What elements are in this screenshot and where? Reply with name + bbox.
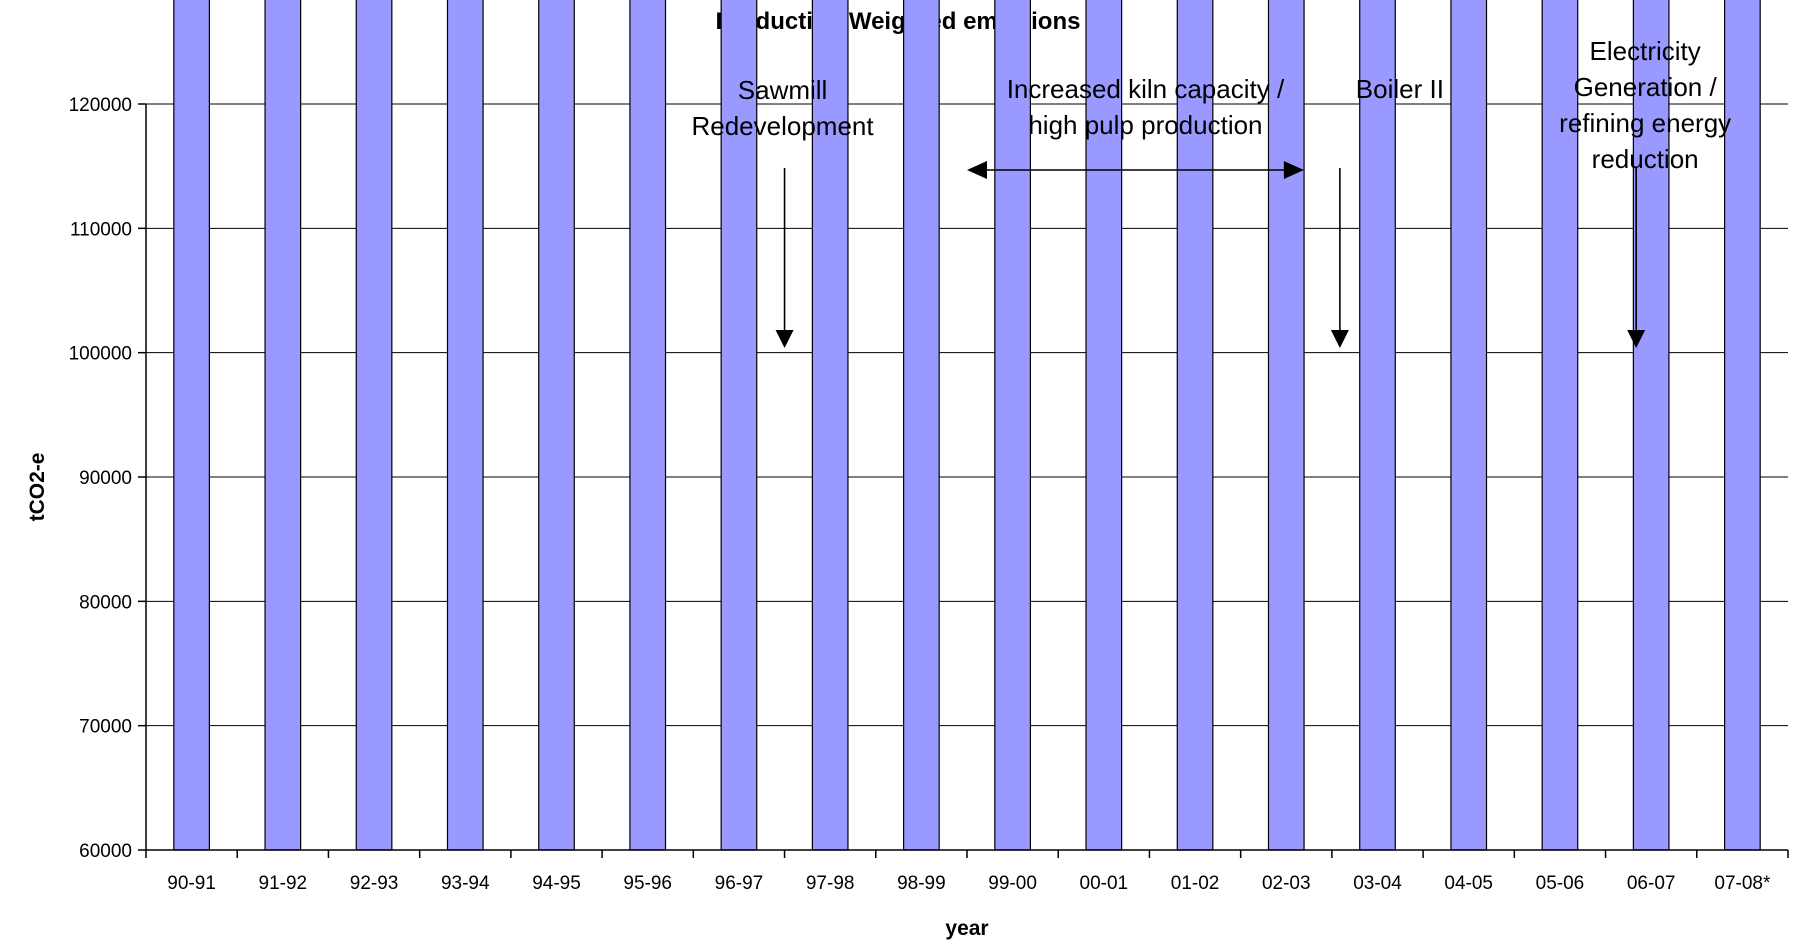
x-tick-label: 07-08* [1714, 873, 1771, 894]
annotation-label: Redevelopment [691, 111, 874, 141]
x-tick-label: 91-92 [259, 873, 308, 894]
y-tick-label: 90000 [79, 468, 132, 489]
x-tick-label: 06-07 [1627, 873, 1676, 894]
bar-segment-base [446, 0, 484, 851]
bar-segment-base [538, 0, 575, 851]
x-tick-label: 00-01 [1080, 873, 1129, 894]
bar-segment-base [1085, 0, 1123, 851]
x-tick-label: 97-98 [806, 873, 855, 894]
bar-segment-base [629, 0, 667, 851]
annotation-label: refining energy [1559, 108, 1731, 138]
annotation-label: Increased kiln capacity / [1007, 74, 1285, 104]
y-tick-label: 60000 [79, 841, 132, 862]
y-tick-label: 70000 [79, 717, 132, 738]
tick-labels: 60000 70000 80000 90000 100000 110000 120000 90… [69, 95, 1771, 894]
axes [138, 103, 1789, 858]
bar-segment-base [1632, 0, 1670, 851]
x-tick-label: 03-04 [1353, 873, 1402, 894]
bar-segment-base [1724, 0, 1761, 851]
x-tick-label: 94-95 [532, 873, 581, 894]
bar-segment-base [173, 0, 210, 851]
y-tick-label: 100000 [69, 344, 132, 365]
y-tick-label: 110000 [70, 219, 132, 240]
y-axis-title: tCO2-e [26, 453, 49, 522]
annotation-label: reduction [1592, 144, 1699, 174]
annotation-arrowhead [967, 161, 987, 179]
bar-segment-base [1359, 0, 1396, 851]
annotation-label: Boiler II [1356, 74, 1444, 104]
annotation-label: Generation / [1574, 72, 1718, 102]
annotation-label: Electricity [1590, 36, 1701, 66]
bar-segment-base [264, 0, 302, 851]
bar-segment-base [1267, 0, 1305, 851]
x-tick-label: 92-93 [350, 873, 399, 894]
x-tick-label: 01-02 [1171, 873, 1220, 894]
x-tick-label: 05-06 [1536, 873, 1585, 894]
annotation-arrowhead [1330, 330, 1349, 348]
bar-segment-base [355, 0, 393, 851]
annotation-label: Sawmill [738, 75, 828, 105]
annotation-arrowhead [1627, 330, 1646, 348]
x-tick-label: 93-94 [441, 873, 490, 894]
x-tick-label: 99-00 [988, 873, 1037, 894]
x-axis-title: year [945, 917, 988, 940]
annotations: Sawmill Redevelopment Increased kiln capac… [691, 36, 1731, 348]
x-tick-label: 04-05 [1444, 873, 1493, 894]
x-tick-label: 90-91 [167, 873, 216, 894]
y-tick-label: 80000 [79, 592, 132, 613]
bar-segment-base [811, 0, 849, 851]
annotation-arrowhead [775, 330, 794, 348]
x-tick-label: 96-97 [715, 873, 764, 894]
x-tick-label: 02-03 [1262, 873, 1311, 894]
y-tick-label: 120000 [69, 95, 132, 116]
annotation-arrowhead [1283, 161, 1304, 179]
bars [173, 0, 1761, 851]
bar-segment-base [994, 0, 1031, 851]
x-tick-label: 98-99 [897, 873, 946, 894]
x-tick-label: 95-96 [623, 873, 672, 894]
bar-segment-base [1450, 0, 1488, 851]
gridlines [146, 103, 1788, 727]
bar-segment-base [903, 0, 940, 851]
annotation-label: high pulp production [1028, 110, 1262, 140]
